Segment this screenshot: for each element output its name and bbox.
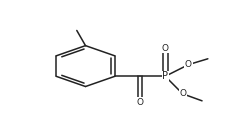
Text: P: P [162,71,168,81]
Text: O: O [185,60,192,69]
Text: O: O [179,89,186,98]
Text: O: O [136,98,143,107]
Text: O: O [162,44,169,53]
